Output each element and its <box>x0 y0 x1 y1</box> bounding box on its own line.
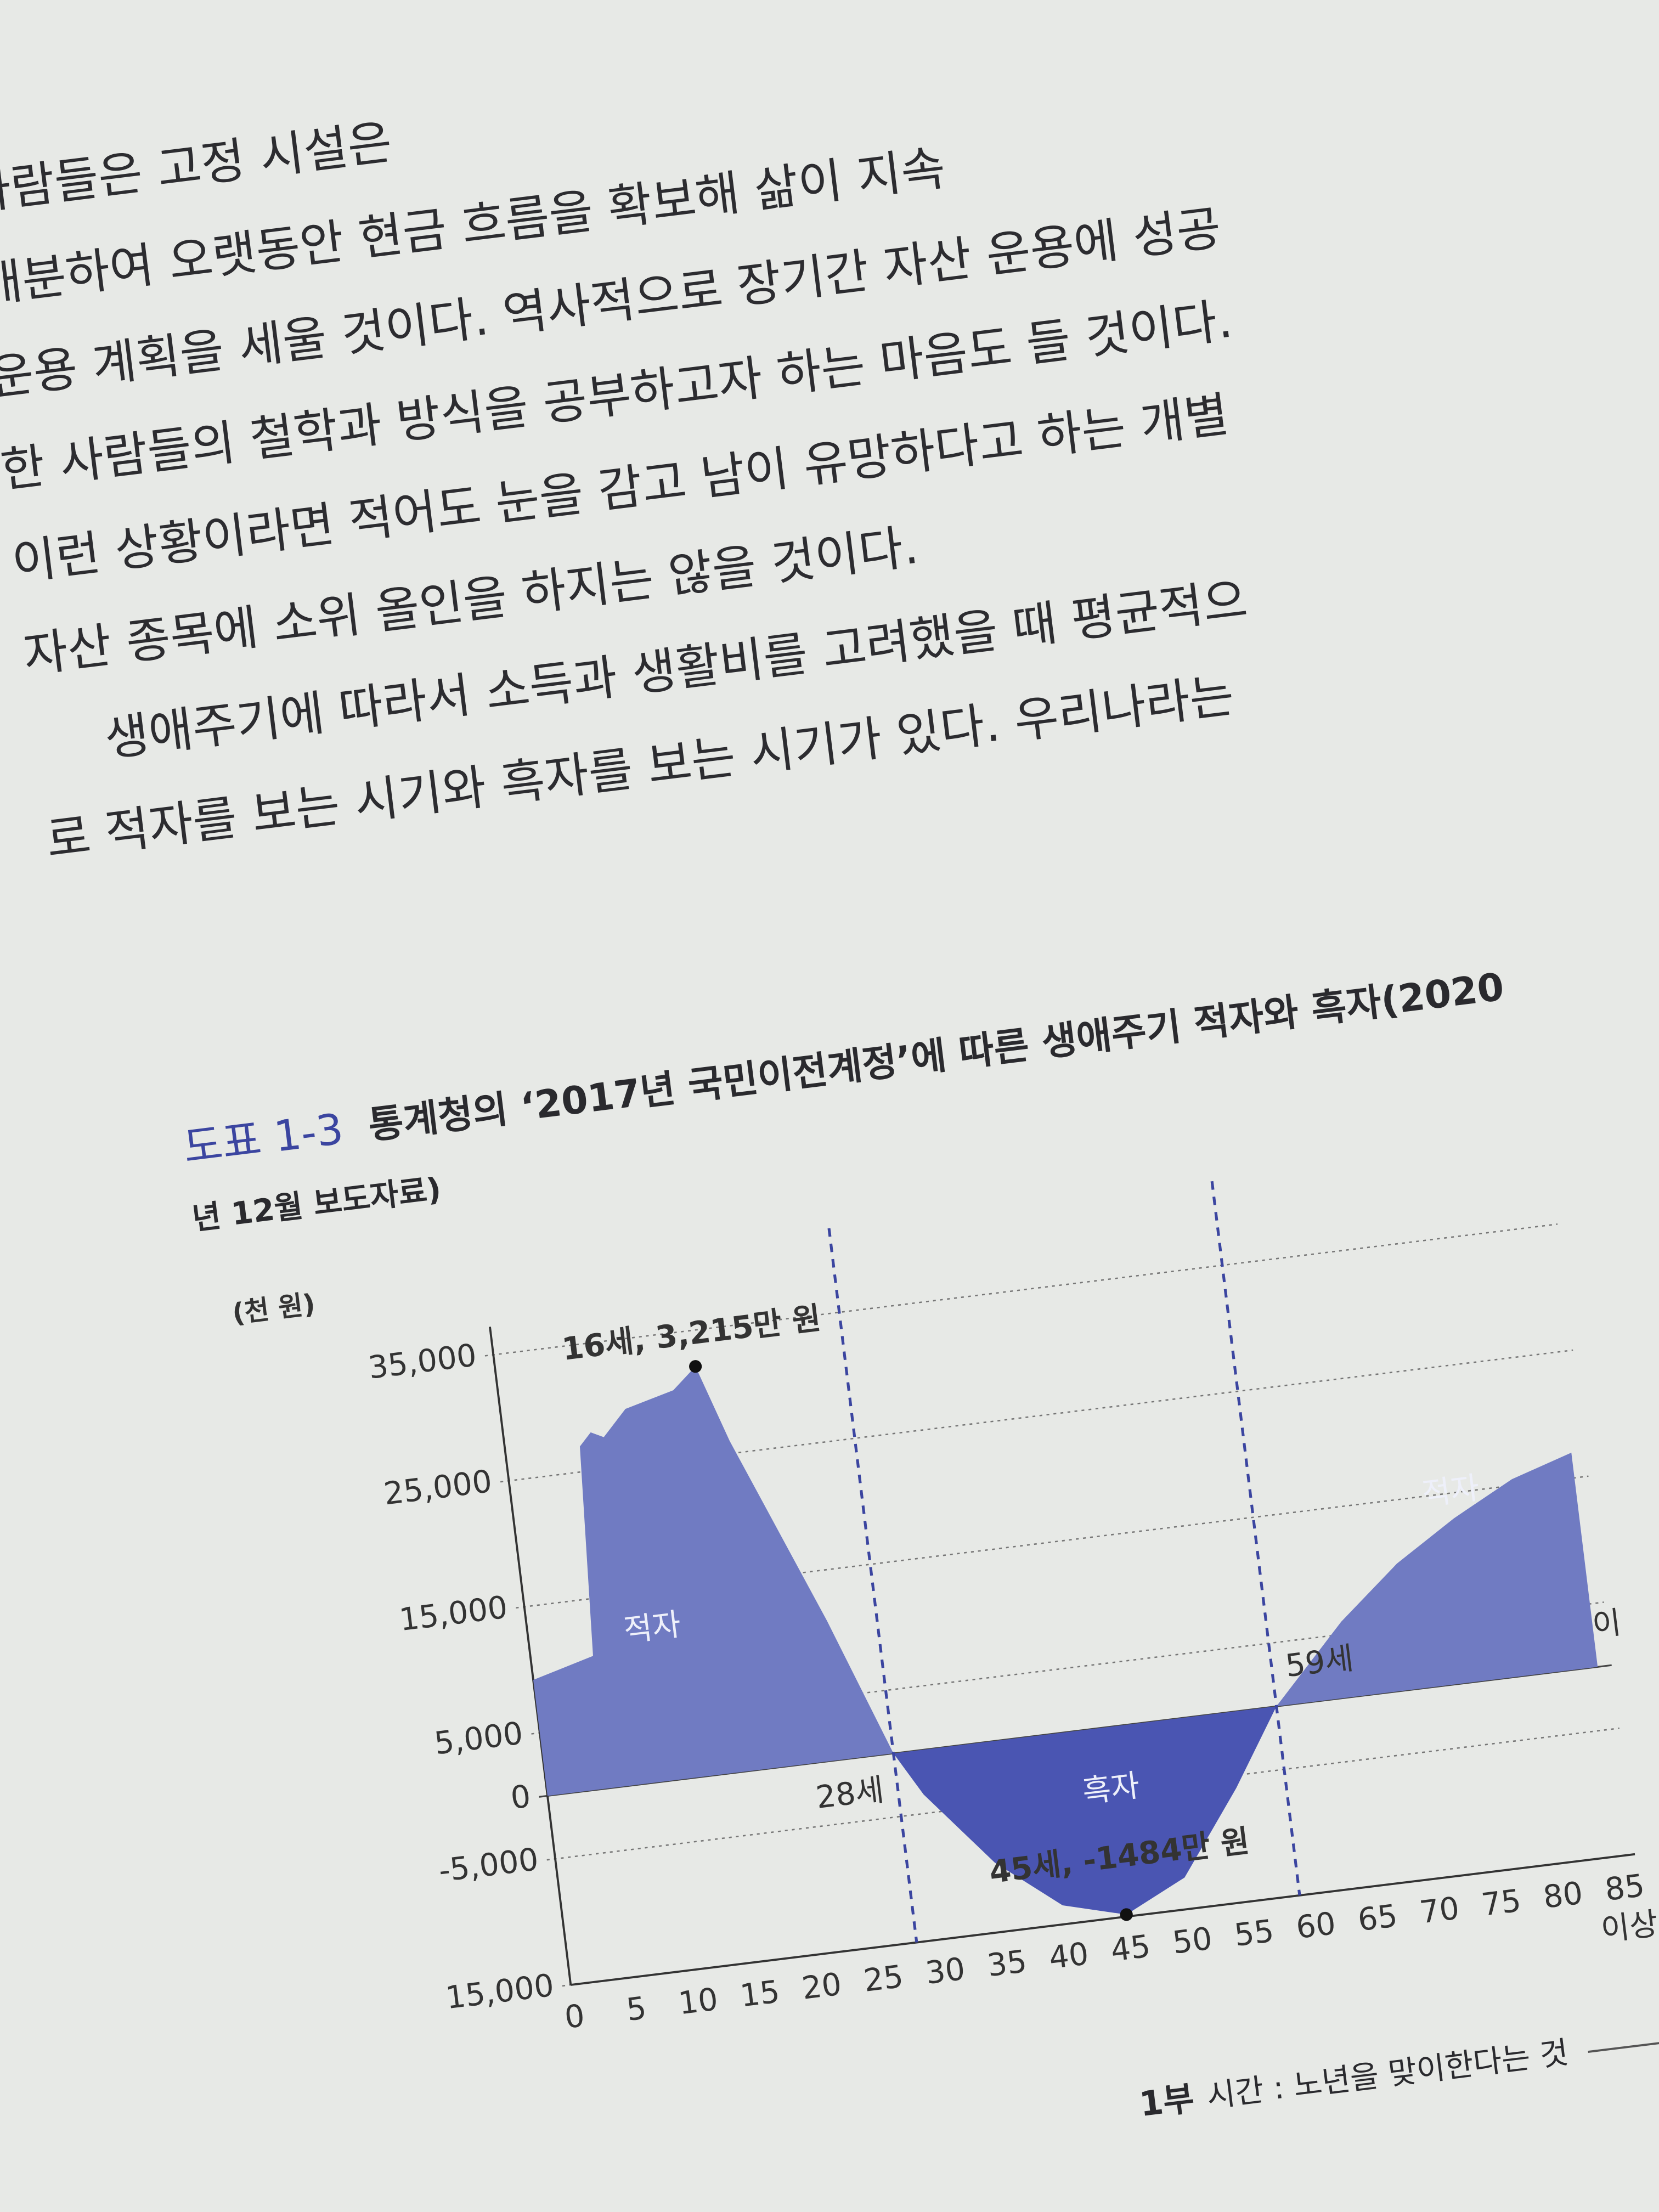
region-label: 흑자 <box>1080 1767 1141 1810</box>
region-label: 적자 <box>1420 1470 1481 1513</box>
y-tick-label: 0 <box>509 1778 533 1816</box>
x-axis <box>571 1853 1635 1986</box>
crossing-label: 28세 <box>814 1771 886 1816</box>
x-last-note: 이상 <box>1599 1905 1659 1948</box>
crossing-label: 59세 <box>1284 1640 1356 1685</box>
x-tick-label: 65 <box>1356 1898 1399 1938</box>
x-tick-label: 5 <box>624 1990 648 2028</box>
x-tick-label: 45 <box>1109 1928 1152 1968</box>
x-tick-label: 0 <box>563 1997 587 2036</box>
area-negative <box>533 1650 1598 1915</box>
marker-point <box>689 1360 702 1373</box>
x-tick-label: 15 <box>738 1973 781 2014</box>
x-tick-label: 55 <box>1232 1913 1276 1954</box>
x-tick-label: 85 <box>1603 1867 1646 1908</box>
x-tick-label: 60 <box>1294 1905 1338 1946</box>
footer-rule <box>1588 2039 1659 2053</box>
marker-point <box>1120 1908 1133 1921</box>
x-tick-label: 70 <box>1418 1890 1461 1931</box>
x-tick-label: 50 <box>1171 1921 1214 1961</box>
x-tick-label: 80 <box>1541 1875 1584 1916</box>
crossing-line <box>1210 1181 1301 1896</box>
x-tick-label: 30 <box>923 1951 967 1991</box>
x-tick-label: 40 <box>1047 1936 1090 1976</box>
x-tick-label: 75 <box>1480 1882 1523 1923</box>
x-tick-label: 10 <box>676 1981 720 2022</box>
x-tick-label: 25 <box>862 1959 905 1999</box>
x-tick-label: 20 <box>800 1966 843 2006</box>
region-label: 적자 <box>622 1606 682 1649</box>
y-axis <box>489 1327 572 1985</box>
x-tick-label: 35 <box>985 1943 1029 1984</box>
footer-part: 1부 <box>1137 2079 1197 2125</box>
crossing-line <box>827 1228 918 1943</box>
